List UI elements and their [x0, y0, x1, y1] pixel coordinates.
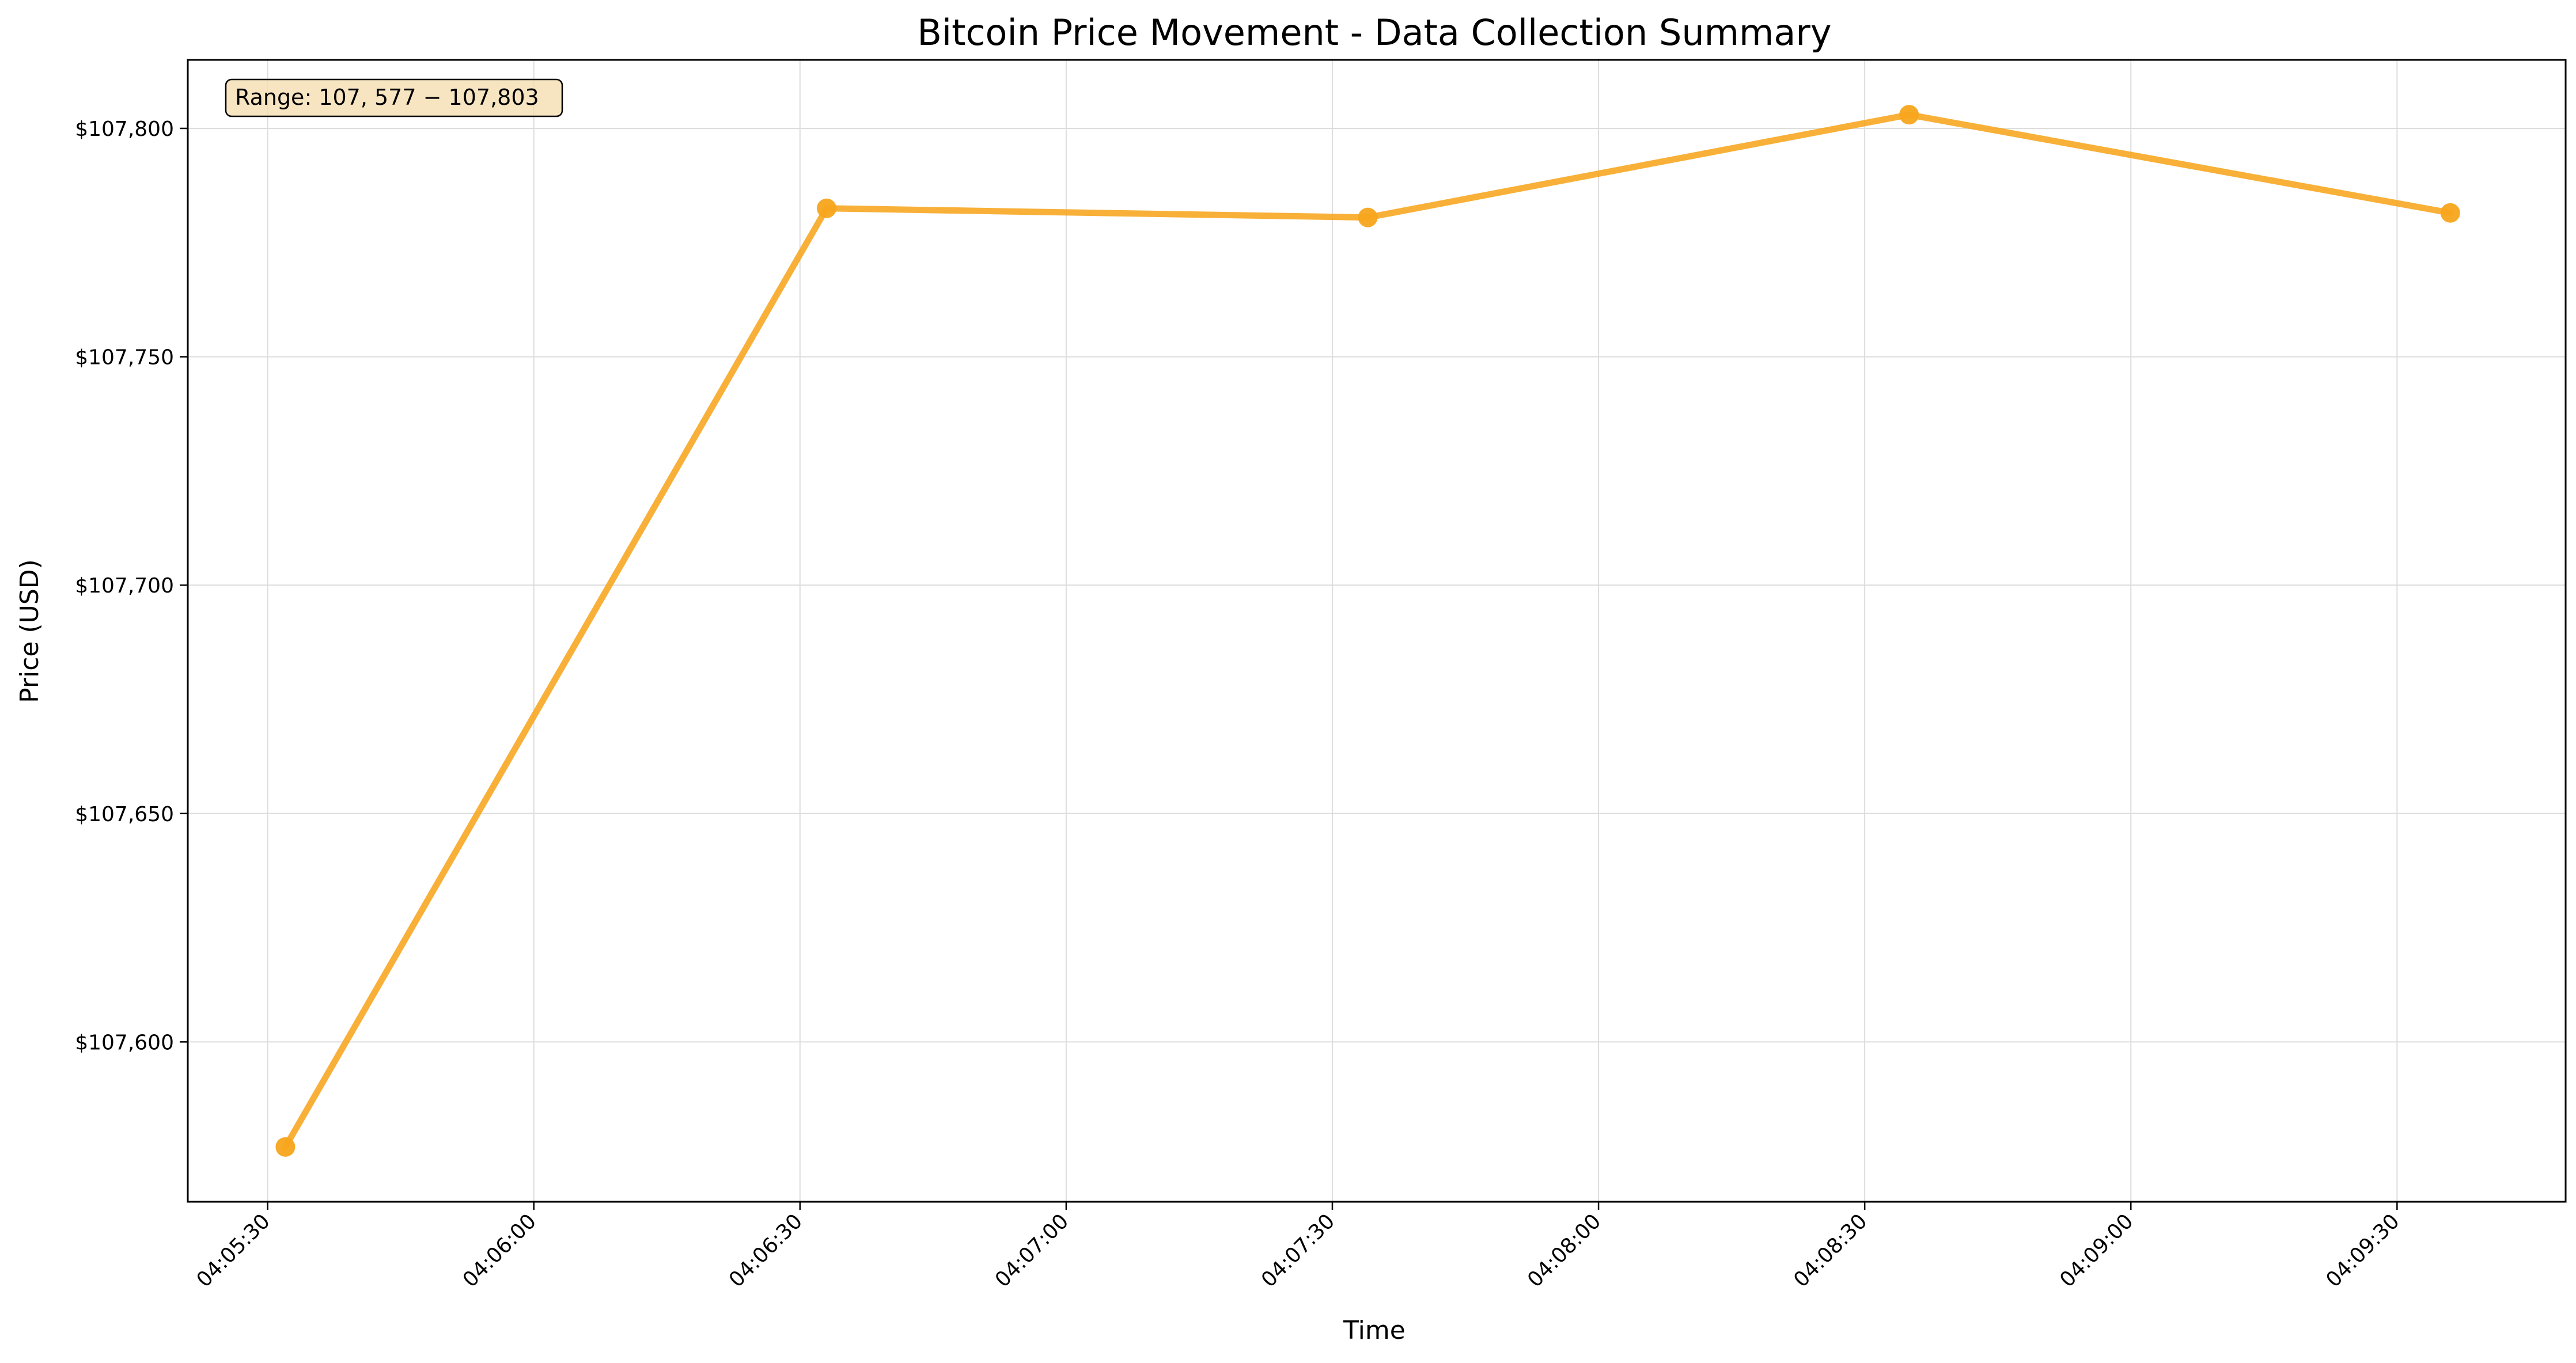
range-annotation-box — [225, 78, 563, 117]
plot-frame — [187, 59, 2567, 1203]
y-tick-label: $107,600 — [75, 1031, 174, 1054]
y-tick-label: $107,800 — [75, 117, 174, 141]
price-point — [1358, 207, 1378, 227]
series-layer — [275, 105, 2460, 1157]
y-axis-label: Price (USD) — [15, 559, 44, 703]
price-point — [275, 1137, 296, 1157]
price-point — [1899, 105, 1919, 125]
range-annotation: Range: 107, 577 − 107,803 — [225, 78, 563, 117]
chart-title: Bitcoin Price Movement - Data Collection… — [917, 12, 1831, 54]
y-tick-label: $107,700 — [75, 574, 174, 598]
y-tick-label: $107,650 — [75, 803, 174, 826]
price-point — [2440, 203, 2460, 223]
price-point — [817, 198, 837, 218]
grid-layer — [188, 60, 2566, 1202]
x-axis-label: Time — [1343, 1316, 1406, 1345]
y-tick-label: $107,750 — [75, 346, 174, 370]
range-annotation-text: Range: 107, 577 − 107,803 — [235, 85, 539, 110]
